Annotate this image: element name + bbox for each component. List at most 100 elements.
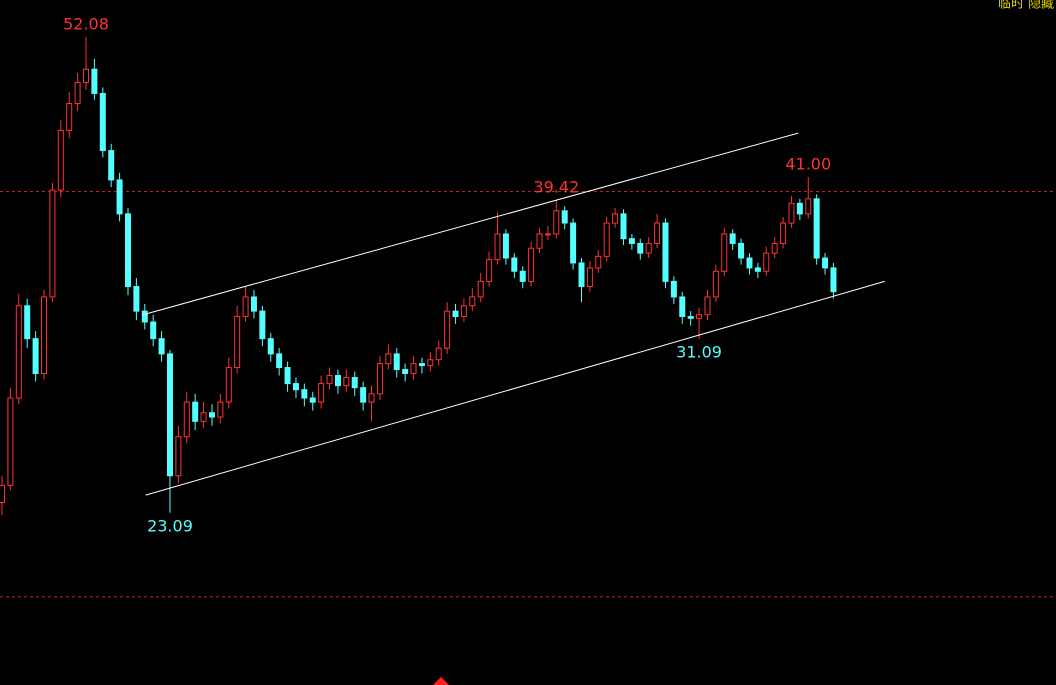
candle-body [158,338,165,355]
candle-body [511,257,518,272]
candle-body [679,296,686,318]
candle-body [788,202,795,224]
candle-body [729,233,736,244]
candle-body [410,363,417,375]
candle-body [318,383,325,403]
candle-body [603,222,610,257]
candle-body [402,369,409,375]
candle-body [544,233,551,236]
candle-body [66,102,73,131]
candle-body [192,401,199,422]
top-right-text[interactable]: 临时 隐藏 [998,0,1054,12]
candle-body [360,387,367,403]
candle-body [654,222,661,244]
candle-body [284,367,291,385]
candle-body [32,338,39,375]
candle-body [612,213,619,224]
trend-line [145,280,885,496]
candle-body [150,321,157,340]
marker [433,677,449,685]
price-annotation: 39.42 [533,178,579,197]
candle-body [0,484,6,504]
candle-body [376,363,383,395]
candle-body [813,198,820,259]
candle-body [242,296,249,318]
candle-body [637,242,644,254]
candle-body [763,252,770,272]
candle-body [91,68,98,94]
candle-body [628,238,635,244]
trend-line [142,132,799,316]
candle-body [343,377,350,387]
candle-body [15,305,22,399]
candle-body [418,363,425,367]
candle-body [805,198,812,215]
candle-body [620,213,627,240]
candle-body [200,412,207,422]
candle-body [267,338,274,355]
candle-body [234,316,241,369]
candle-body [74,81,81,104]
candle-body [41,296,48,375]
candle-body [528,247,535,282]
price-annotation: 41.00 [785,155,831,174]
candle-body [259,310,266,340]
candle-body [175,436,182,477]
candle-body [301,389,308,399]
candle-body [754,267,761,272]
candle-body [553,210,560,235]
candle-body [712,270,719,298]
candle-body [477,280,484,298]
candle-body [469,296,476,307]
candle-body [704,296,711,316]
candle-body [435,347,442,361]
candle-body [796,202,803,215]
candle-body [561,210,568,224]
candle-body [452,310,459,318]
candle-body [124,213,131,288]
candle-body [780,222,787,244]
candle-body [225,367,232,403]
candle-body [393,353,400,371]
candle-body [721,233,728,272]
candle-body [385,353,392,365]
candle-body [645,242,652,254]
candle-body [108,150,115,181]
candle-body [586,267,593,288]
candle-body [536,233,543,249]
price-annotation: 23.09 [147,516,193,535]
candle-body [183,401,190,438]
candle-body [771,242,778,254]
candle-body [116,179,123,215]
candle-body [427,359,434,367]
price-annotation: 31.09 [676,342,722,361]
candle-body [141,310,148,323]
candle-body [746,257,753,269]
candle-body [351,377,358,389]
candle-body [696,314,703,319]
candle-body [292,383,299,391]
candle-body [334,375,341,387]
price-annotation: 52.08 [63,15,109,34]
candle-body [570,222,577,264]
candle-body [368,393,375,403]
candle-body [670,280,677,298]
candle-body [24,305,31,340]
candle-body [82,68,89,83]
candle-body [687,316,694,319]
candle-body [57,129,64,191]
candle-body [309,397,316,403]
candle-body [595,255,602,269]
candle-body [460,305,467,318]
candle-body [276,353,283,369]
candle-body [444,310,451,349]
candle-body [486,259,493,282]
candle-body [166,353,173,477]
candle-body [133,286,140,312]
candle-body [326,375,333,385]
candle-body [99,92,106,152]
candle-body [7,397,14,486]
